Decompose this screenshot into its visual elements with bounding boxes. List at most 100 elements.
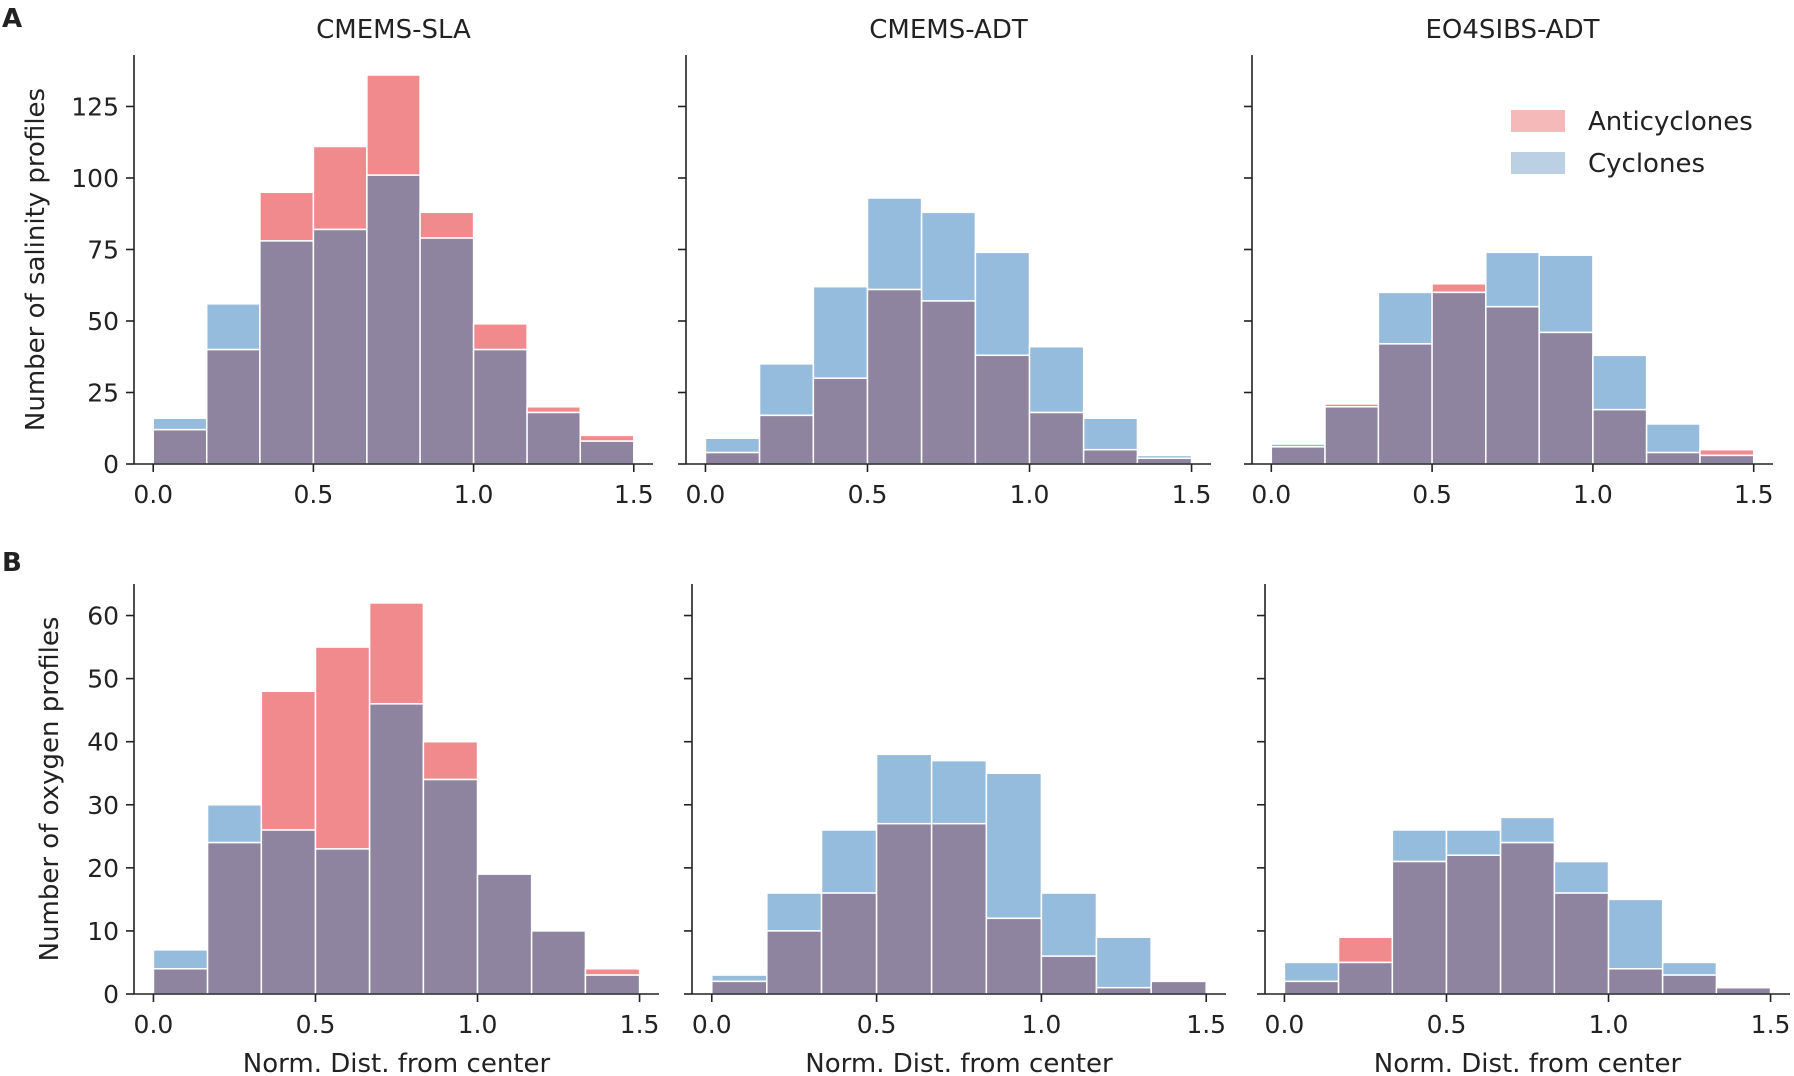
panel-a1: 0.0 0.5 1.0 1.5 0 25 50 75 100 125 CMEMS-SLA Number…	[21, 15, 654, 509]
x-tick-label-b2-1: 0.5	[857, 1010, 897, 1039]
cyclone-bar-a3-6	[1592, 354, 1648, 411]
cyclone-bar-a2-1	[758, 363, 815, 417]
cyclone-bar-b1-1	[206, 804, 263, 844]
x-tick-label-b1-3: 1.5	[620, 1010, 660, 1039]
x-tick-label-b1-1: 0.5	[296, 1010, 336, 1039]
overlap-bar-a1-1	[205, 348, 261, 465]
anticyclone-bar-b1-5	[422, 740, 479, 781]
overlap-bar-b1-6	[476, 873, 533, 995]
y-tick-label-b1-1: 10	[87, 917, 119, 946]
overlap-bar-a2-1	[758, 414, 815, 465]
y-tick-label-b1-3: 30	[87, 791, 119, 820]
y-tick-label-a1-4: 100	[71, 164, 119, 193]
anticyclone-bar-a3-3	[1431, 283, 1487, 294]
cyclone-bar-a3-2	[1377, 291, 1433, 345]
x-tick-label-b2-2: 1.0	[1022, 1010, 1062, 1039]
x-axis-label-b3: Norm. Dist. from center	[1374, 1049, 1682, 1076]
cyclone-bar-b2-4	[930, 759, 988, 825]
overlap-bar-a1-7	[526, 411, 582, 465]
cyclone-bar-b3-2	[1391, 829, 1448, 863]
overlap-bar-a1-4	[366, 174, 421, 465]
x-tick-label-b3-3: 1.5	[1751, 1010, 1791, 1039]
x-axis-label-b1: Norm. Dist. from center	[243, 1049, 551, 1076]
cyclone-bar-b2-6	[1040, 892, 1098, 957]
cyclone-bar-a2-7	[1082, 417, 1139, 451]
x-axis-label-b2: Norm. Dist. from center	[805, 1049, 1113, 1076]
cyclone-bar-b1-0	[152, 949, 209, 970]
overlap-bar-b3-3	[1445, 854, 1502, 995]
y-tick-label-a1-5: 125	[71, 92, 119, 121]
anticyclone-bar-a1-2	[259, 191, 315, 242]
y-tick-label-a1-3: 75	[87, 235, 119, 264]
overlap-bar-a3-8	[1699, 454, 1755, 465]
x-tick-label-b3-1: 0.5	[1427, 1010, 1467, 1039]
overlap-bar-b3-7	[1661, 974, 1718, 995]
cyclone-bar-a2-3	[866, 197, 923, 291]
overlap-bar-b1-7	[530, 930, 587, 995]
overlap-bar-a2-8	[1136, 457, 1193, 465]
overlap-bar-b1-3	[314, 848, 371, 995]
overlap-bar-b1-4	[368, 703, 425, 995]
anticyclone-bar-b1-8	[584, 968, 641, 976]
anticyclone-bar-a1-5	[419, 211, 475, 239]
x-tick-label-b1-0: 0.0	[134, 1010, 174, 1039]
panel-a2: 0.0 0.5 1.0 1.5 CMEMS-ADT	[678, 15, 1211, 509]
anticyclone-bar-a1-7	[526, 406, 582, 414]
overlap-bar-a3-7	[1645, 451, 1701, 465]
cyclone-bar-a3-4	[1485, 251, 1540, 308]
y-tick-label-b1-6: 60	[87, 602, 119, 631]
y-tick-label-a1-2: 50	[87, 307, 119, 336]
cyclone-bar-a1-0	[152, 417, 208, 431]
cyclone-bar-b2-2	[820, 829, 878, 894]
overlap-bar-b2-8	[1150, 980, 1207, 995]
y-tick-label-b1-0: 0	[103, 980, 119, 1009]
y-tick-label-a1-1: 25	[87, 378, 119, 407]
x-tick-label-a1-2: 1.0	[454, 480, 494, 509]
cyclone-bar-b3-7	[1661, 961, 1718, 976]
cyclone-bar-a2-5	[974, 251, 1031, 357]
y-tick-label-b1-4: 40	[87, 728, 119, 757]
anticyclone-bar-b1-3	[314, 646, 371, 850]
overlap-bar-b3-0	[1283, 980, 1340, 995]
x-tick-label-a2-1: 0.5	[848, 480, 888, 509]
cyclone-bar-b2-5	[985, 772, 1043, 920]
cyclone-bar-b2-3	[875, 753, 933, 825]
cyclone-bar-a2-0	[704, 437, 761, 454]
x-tick-label-b3-0: 0.0	[1265, 1010, 1305, 1039]
y-axis-label-a1: Number of salinity profiles	[21, 88, 51, 431]
x-tick-label-a2-2: 1.0	[1010, 480, 1050, 509]
panel-b1: 0.0 0.5 1.0 1.5 0 10 20 30 40 50 60 Norm. Dist. fro…	[35, 584, 659, 1076]
overlap-bar-a2-0	[704, 451, 761, 465]
overlap-bar-b2-6	[1040, 955, 1098, 995]
panel-label-a: A	[2, 4, 22, 34]
x-tick-label-a3-3: 1.5	[1734, 480, 1774, 509]
cyclone-bar-a2-2	[812, 285, 869, 379]
cyclone-bar-a1-1	[205, 303, 261, 351]
overlap-bar-b1-1	[206, 841, 263, 995]
chart-title-a3: EO4SIBS-ADT	[1426, 15, 1600, 45]
overlap-bar-a3-0	[1270, 446, 1326, 465]
legend-swatch-0	[1511, 110, 1565, 132]
cyclone-bar-a3-5	[1538, 254, 1594, 334]
overlap-bar-a2-6	[1028, 411, 1085, 465]
x-tick-label-b2-3: 1.5	[1186, 1010, 1226, 1039]
y-axis-label-b1: Number of oxygen profiles	[35, 617, 65, 962]
panel-a3: 0.0 0.5 1.0 1.5 EO4SIBS-ADT	[1244, 15, 1774, 509]
overlap-bar-a3-6	[1592, 408, 1648, 465]
overlap-bar-a2-7	[1082, 448, 1139, 465]
x-tick-label-a1-3: 1.5	[614, 480, 654, 509]
overlap-bar-a3-5	[1538, 331, 1594, 465]
cyclone-bar-b3-0	[1283, 961, 1340, 983]
overlap-bar-a3-1	[1324, 406, 1380, 465]
legend: Anticyclones Cyclones	[1511, 107, 1753, 179]
legend-label-1: Cyclones	[1588, 149, 1705, 179]
overlap-bar-b3-1	[1337, 961, 1394, 995]
x-tick-label-a2-3: 1.5	[1172, 480, 1212, 509]
panel-b3: 0.0 0.5 1.0 1.5 Norm. Dist. from center	[1257, 584, 1790, 1076]
overlap-bar-a1-3	[312, 228, 368, 465]
anticyclone-bar-a1-3	[312, 145, 368, 231]
panels-layer: 0.0 0.5 1.0 1.50255075100125CMEMS-SLANumber…	[21, 15, 1790, 1076]
overlap-bar-a1-6	[472, 348, 528, 465]
chart-title-a2: CMEMS-ADT	[869, 15, 1028, 45]
